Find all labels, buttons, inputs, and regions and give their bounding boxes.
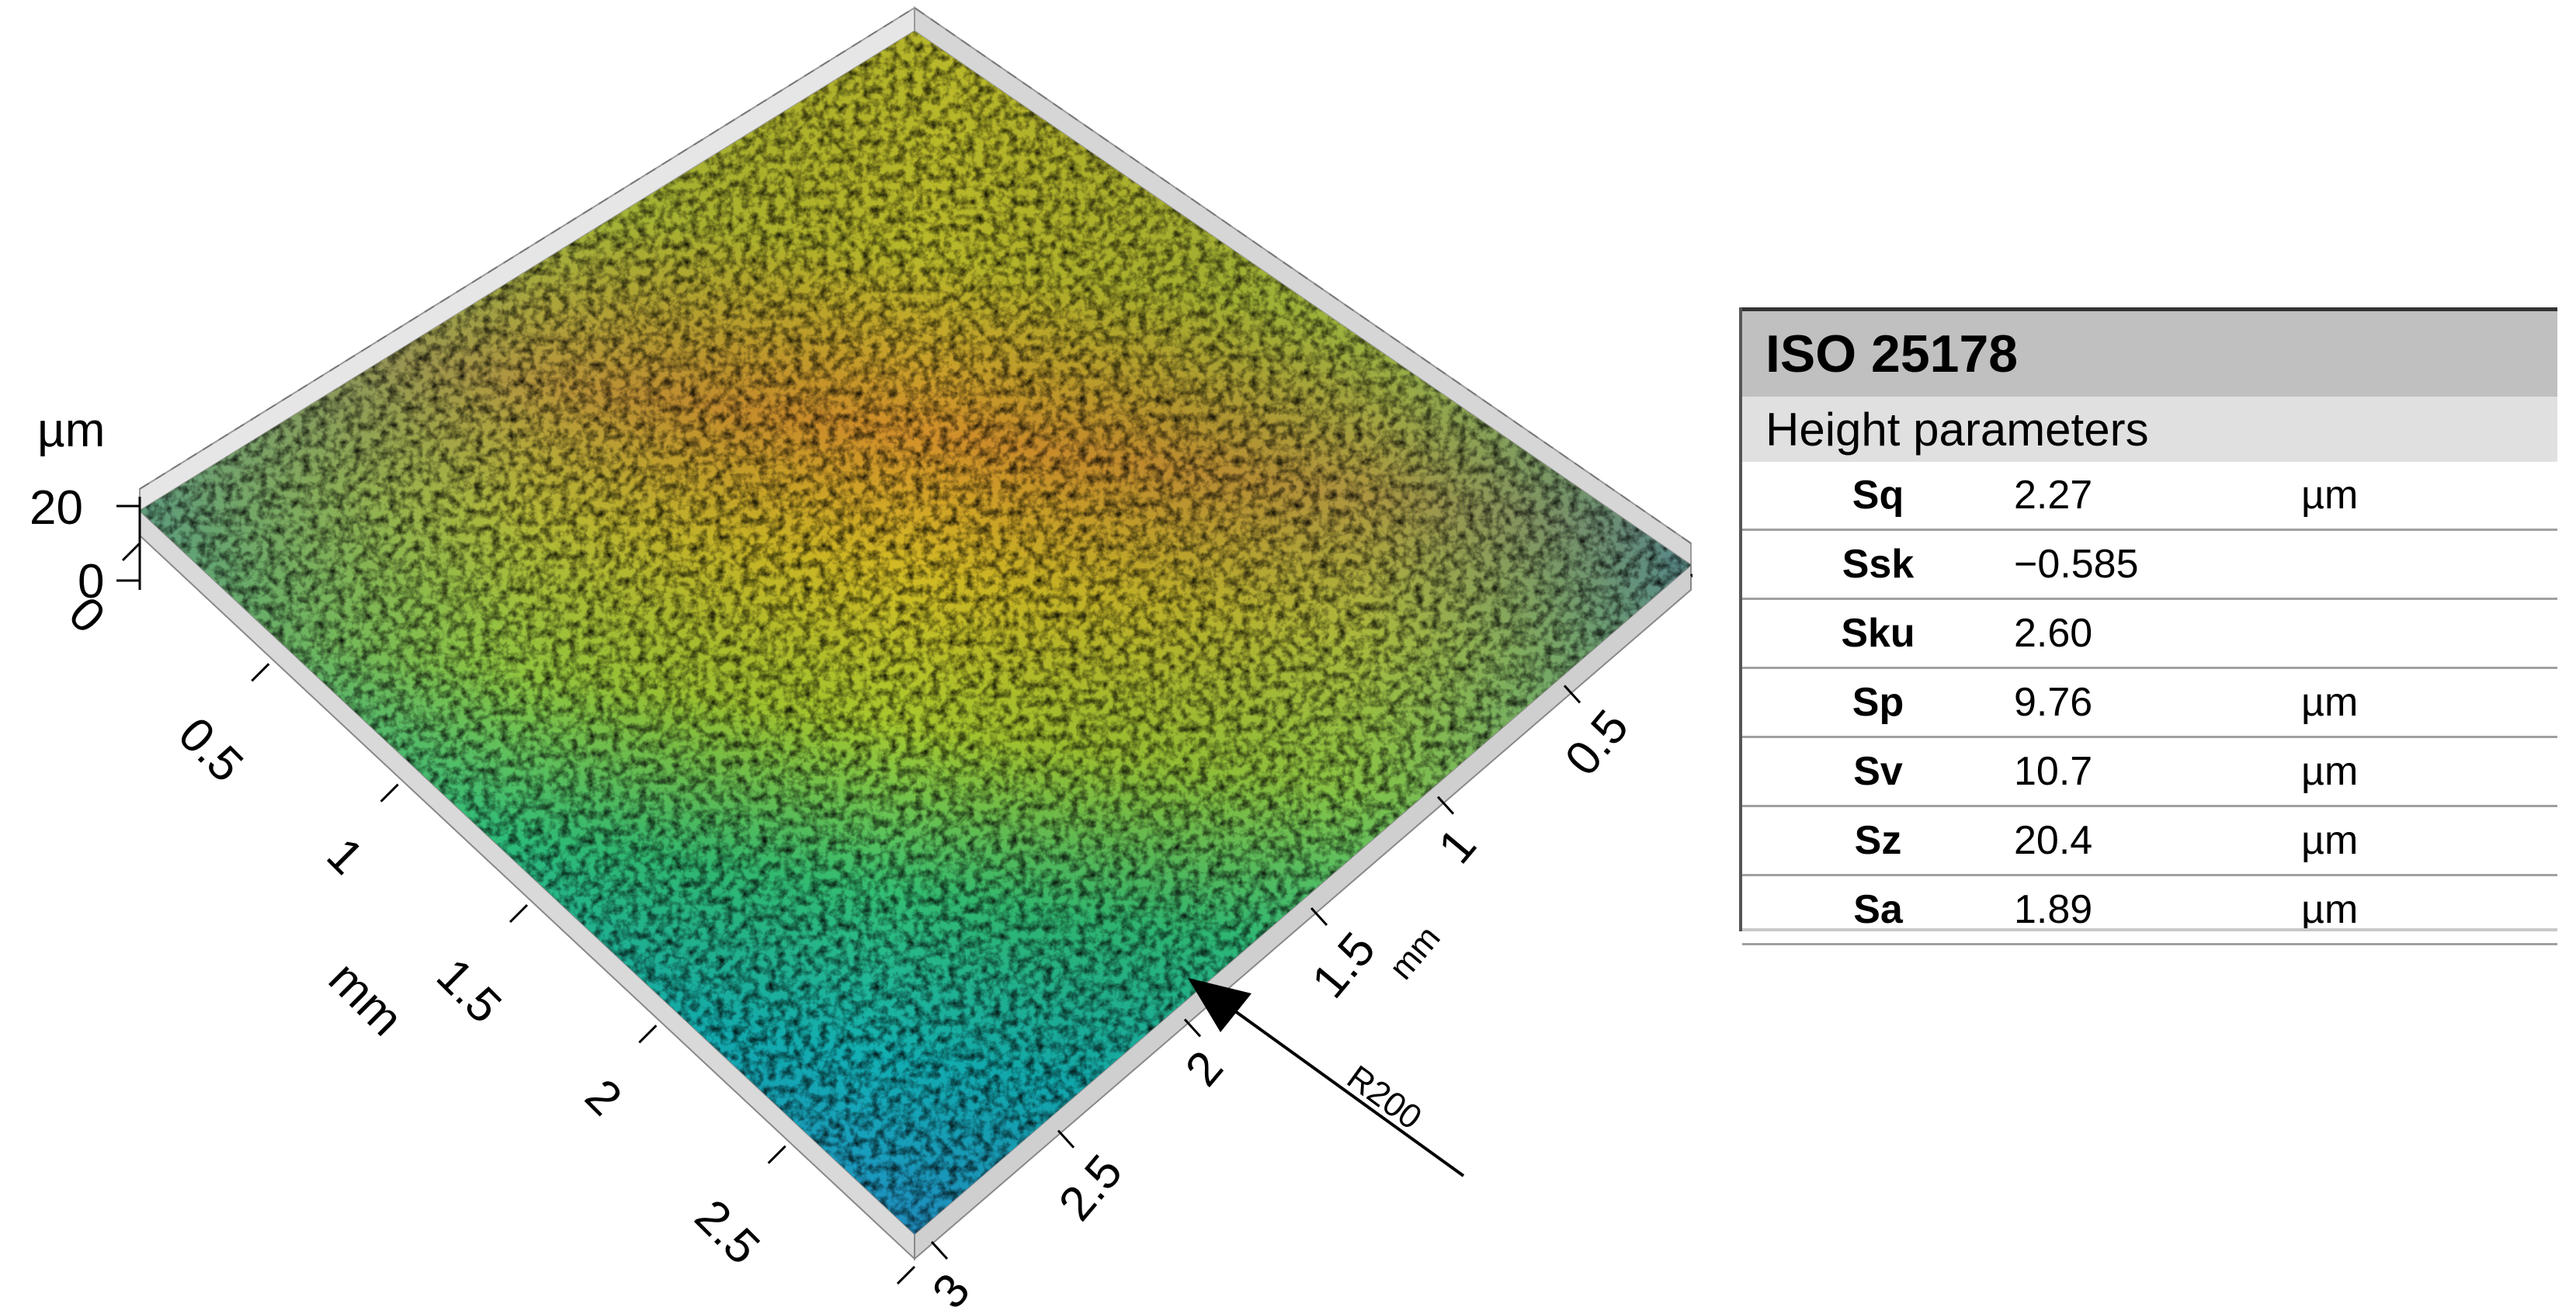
x-axis-tick [896,1265,916,1285]
x-axis-tick [380,783,399,803]
table-bottom-border [1742,928,2557,931]
bounding-box [139,6,1692,1261]
parameter-value: 20.4 [2014,806,2286,876]
r200-arrow-line [1225,1004,1465,1177]
x-axis-tick-label: 1.5 [426,948,512,1034]
y-axis-tick-label: 0.5 [1555,700,1639,785]
height-surface [140,31,1691,1234]
parameter-unit [2286,529,2557,600]
y-axis-tick [1057,1129,1075,1149]
y-axis-unit-group: mm [1382,919,1448,987]
table-row: Ssk −0.585 [1742,529,2557,600]
y-axis-tick-label: 0 [1682,596,1692,651]
parameter-name: Sku [1742,598,2014,669]
z-axis: µm [37,404,141,590]
iso-parameter-table: ISO 25178 Height parameters Sq 2.27 µm Ssk −… [1742,307,2557,945]
parameter-name: Sv [1742,737,2014,807]
table-row: Sv 10.7 µm [1742,737,2557,807]
table-subtitle: Height parameters [1742,397,2557,462]
box-dashed-edges [139,6,1692,544]
x-axis-tick [121,542,141,562]
x-axis-tick-label: 2 [575,1069,631,1125]
table-row: Sq 2.27 µm [1742,462,2557,531]
y-axis-tick [1436,796,1455,815]
parameter-value: −0.585 [2014,529,2286,600]
y-axis-tick-label: 2 [1175,1042,1234,1097]
x-axis-tick [509,903,529,924]
parameter-value: 2.60 [2014,598,2286,669]
parameter-value: 9.76 [2014,667,2286,738]
parameter-value: 2.27 [2014,462,2286,531]
z-axis-tick-label: 0 [78,555,104,608]
table-title-row: ISO 25178 [1742,307,2557,397]
y-axis-tick [1310,907,1328,927]
parameter-unit: µm [2286,667,2557,738]
parameter-unit: µm [2286,875,2557,945]
parameter-name: Sp [1742,667,2014,738]
x-axis-tick-label: 2.5 [685,1190,770,1275]
table-row: Sa 1.89 µm [1742,875,2557,945]
parameter-name: Ssk [1742,529,2014,600]
table-title: ISO 25178 [1742,307,2557,397]
table-row: Sku 2.60 [1742,598,2557,669]
x-axis-tick-label: 0.5 [168,707,253,792]
parameter-name: Sa [1742,875,2014,945]
table-row: Sz 20.4 µm [1742,806,2557,876]
y-axis-tick-label: 1.5 [1302,923,1386,1008]
y-axis-tick [1563,685,1581,704]
table-subtitle-row: Height parameters [1742,397,2557,462]
y-axis-tick-label: 2.5 [1049,1145,1133,1230]
x-axis-tick-label: 1 [317,828,373,885]
r200-arrowhead [1188,978,1252,1032]
x-axis-unit: mm [318,952,413,1046]
x-axis-tick [767,1145,786,1164]
table-row: Sp 9.76 µm [1742,667,2557,738]
y-axis-tick-label: 3 [922,1264,981,1307]
parameter-unit: µm [2286,737,2557,807]
z-axis-tick-label: 20 [30,481,83,535]
parameter-value: 10.7 [2014,737,2286,807]
parameter-name: Sz [1742,806,2014,876]
x-axis-unit-group: mm [318,952,413,1046]
table-left-border [1739,307,1742,931]
parameter-unit [2286,598,2557,669]
parameter-value: 1.89 [2014,875,2286,945]
y-axis-tick [1183,1018,1202,1038]
x-axis-tick [638,1024,658,1044]
y-axis-tick-label: 1 [1429,819,1487,874]
x-axis-tick [251,663,270,682]
z-axis-unit: µm [37,404,105,457]
y-axis-unit: mm [1382,919,1448,987]
parameter-name: Sq [1742,462,2014,531]
parameter-unit: µm [2286,462,2557,531]
y-axis-tick [930,1240,949,1260]
r200-label: R200 [1340,1058,1429,1136]
parameter-unit: µm [2286,806,2557,876]
